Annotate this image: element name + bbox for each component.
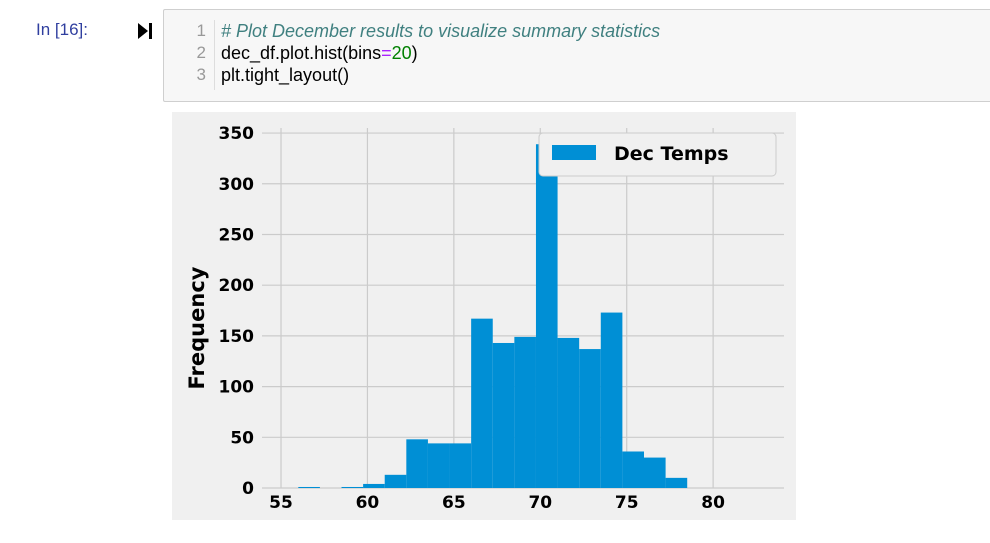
y-tick-labels: 0 50 100 150 200 250 300 350	[219, 124, 255, 499]
histogram-bar	[341, 486, 364, 488]
histogram-bar	[492, 342, 515, 488]
histogram-figure: 0 50 100 150 200 250 300 350 55 60 65 70 75 80 Frequ…	[172, 112, 796, 520]
code-comment: # Plot December results to visualize sum…	[221, 21, 661, 41]
histogram-bars	[298, 144, 688, 489]
y-tick-label: 300	[219, 175, 255, 195]
code-operator: =	[381, 43, 392, 63]
legend-box	[538, 132, 777, 177]
line-number: 2	[196, 43, 206, 62]
histogram-bar	[622, 451, 644, 488]
x-tick-label: 65	[442, 493, 466, 513]
code-text: plt.tight_layout()	[221, 65, 350, 85]
code-text: )	[411, 43, 418, 63]
y-tick-label: 50	[230, 428, 254, 448]
histogram-bar	[406, 439, 428, 488]
y-tick-label: 150	[219, 327, 255, 347]
legend-label: Dec Temps	[614, 143, 729, 165]
histogram-bar	[471, 318, 493, 488]
code-line-3[interactable]: plt.tight_layout()	[221, 64, 349, 86]
histogram-bar	[298, 486, 320, 488]
y-tick-label: 200	[219, 276, 255, 296]
line-number: 3	[196, 65, 206, 84]
histogram-bar	[514, 336, 536, 488]
histogram-chart: 0 50 100 150 200 250 300 350 55 60 65 70 75 80 Frequ…	[185, 124, 784, 513]
histogram-bar	[557, 337, 580, 488]
histogram-bar	[579, 349, 601, 488]
x-tick-labels: 55 60 65 70 75 80	[269, 493, 725, 513]
y-axis-label: Frequency	[185, 266, 209, 389]
code-line-1[interactable]: # Plot December results to visualize sum…	[221, 20, 660, 42]
cell-prompt: In [16]:	[36, 20, 88, 39]
x-tick-label: 70	[528, 493, 552, 513]
code-cell[interactable]: 1 2 3 # Plot December results to visuali…	[163, 9, 990, 102]
histogram-bar	[665, 477, 688, 488]
step-forward-icon[interactable]	[137, 22, 153, 40]
histogram-bar	[643, 457, 666, 488]
gutter-divider	[214, 20, 215, 90]
line-number: 1	[196, 21, 206, 40]
x-tick-label: 75	[615, 493, 639, 513]
code-text: dec_df.plot.hist(bins	[221, 43, 382, 63]
histogram-bar	[363, 483, 385, 488]
x-tick-label: 55	[269, 493, 293, 513]
code-number: 20	[391, 43, 412, 63]
line-number-gutter: 1 2 3	[164, 10, 212, 101]
histogram-bar	[600, 312, 623, 488]
histogram-bar	[427, 443, 450, 488]
legend-swatch	[552, 145, 596, 160]
x-tick-label: 60	[356, 493, 380, 513]
histogram-bar	[384, 474, 407, 488]
y-tick-label: 350	[219, 124, 255, 144]
y-tick-label: 0	[242, 479, 254, 499]
histogram-bar	[535, 144, 558, 489]
legend: Dec Temps	[538, 132, 777, 177]
y-tick-label: 100	[219, 378, 255, 398]
x-tick-label: 80	[701, 493, 725, 513]
y-tick-label: 250	[219, 225, 255, 245]
code-line-2[interactable]: dec_df.plot.hist(bins=20)	[221, 42, 418, 64]
histogram-bar	[449, 443, 472, 488]
